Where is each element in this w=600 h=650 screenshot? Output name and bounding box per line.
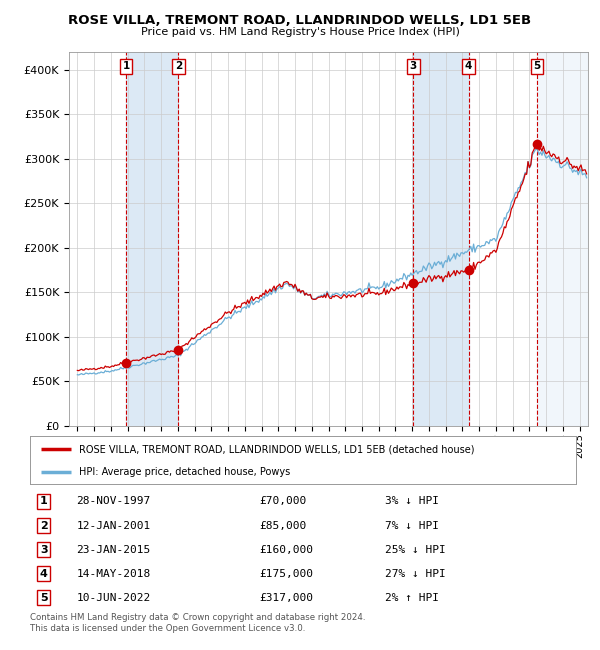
Text: £70,000: £70,000 xyxy=(259,497,307,506)
Text: 2: 2 xyxy=(175,61,182,72)
Text: HPI: Average price, detached house, Powys: HPI: Average price, detached house, Powy… xyxy=(79,467,290,477)
Text: 2: 2 xyxy=(40,521,47,530)
Text: 10-JUN-2022: 10-JUN-2022 xyxy=(76,593,151,603)
Text: 23-JAN-2015: 23-JAN-2015 xyxy=(76,545,151,554)
Text: £317,000: £317,000 xyxy=(259,593,313,603)
Text: Price paid vs. HM Land Registry's House Price Index (HPI): Price paid vs. HM Land Registry's House … xyxy=(140,27,460,37)
Text: 7% ↓ HPI: 7% ↓ HPI xyxy=(385,521,439,530)
Text: 27% ↓ HPI: 27% ↓ HPI xyxy=(385,569,446,578)
Text: 3: 3 xyxy=(410,61,417,72)
Bar xyxy=(537,52,588,426)
Text: 3% ↓ HPI: 3% ↓ HPI xyxy=(385,497,439,506)
Text: £160,000: £160,000 xyxy=(259,545,313,554)
Text: £175,000: £175,000 xyxy=(259,569,313,578)
Text: 1: 1 xyxy=(122,61,130,72)
Text: 25% ↓ HPI: 25% ↓ HPI xyxy=(385,545,446,554)
Text: 5: 5 xyxy=(40,593,47,603)
Text: 12-JAN-2001: 12-JAN-2001 xyxy=(76,521,151,530)
Text: 4: 4 xyxy=(40,569,47,578)
Text: ROSE VILLA, TREMONT ROAD, LLANDRINDOD WELLS, LD1 5EB: ROSE VILLA, TREMONT ROAD, LLANDRINDOD WE… xyxy=(68,14,532,27)
Text: 5: 5 xyxy=(533,61,541,72)
Text: 1: 1 xyxy=(40,497,47,506)
Text: Contains HM Land Registry data © Crown copyright and database right 2024.: Contains HM Land Registry data © Crown c… xyxy=(30,613,365,622)
Bar xyxy=(413,52,469,426)
Text: 2% ↑ HPI: 2% ↑ HPI xyxy=(385,593,439,603)
Text: ROSE VILLA, TREMONT ROAD, LLANDRINDOD WELLS, LD1 5EB (detached house): ROSE VILLA, TREMONT ROAD, LLANDRINDOD WE… xyxy=(79,444,475,454)
Text: This data is licensed under the Open Government Licence v3.0.: This data is licensed under the Open Gov… xyxy=(30,624,305,633)
Text: 28-NOV-1997: 28-NOV-1997 xyxy=(76,497,151,506)
Text: £85,000: £85,000 xyxy=(259,521,307,530)
Text: 4: 4 xyxy=(465,61,472,72)
Text: 14-MAY-2018: 14-MAY-2018 xyxy=(76,569,151,578)
Text: 3: 3 xyxy=(40,545,47,554)
Bar xyxy=(126,52,178,426)
